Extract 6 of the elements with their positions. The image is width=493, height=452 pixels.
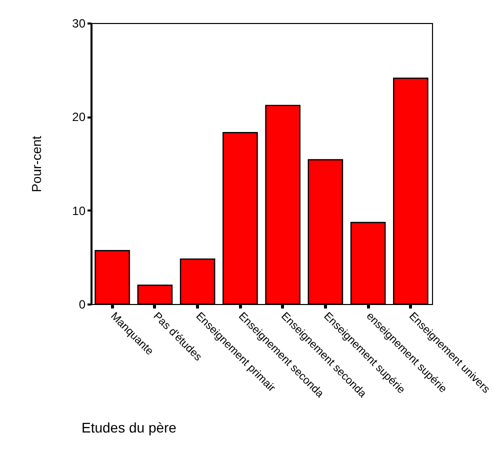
y-tick-label: 20 [72, 110, 86, 124]
y-tick-label: 30 [72, 16, 86, 30]
x-axis-title: Etudes du père [82, 419, 177, 436]
y-axis-title: Pour-cent [29, 135, 44, 192]
y-tick-label: 10 [72, 204, 86, 218]
y-tick-label: 0 [78, 298, 86, 312]
